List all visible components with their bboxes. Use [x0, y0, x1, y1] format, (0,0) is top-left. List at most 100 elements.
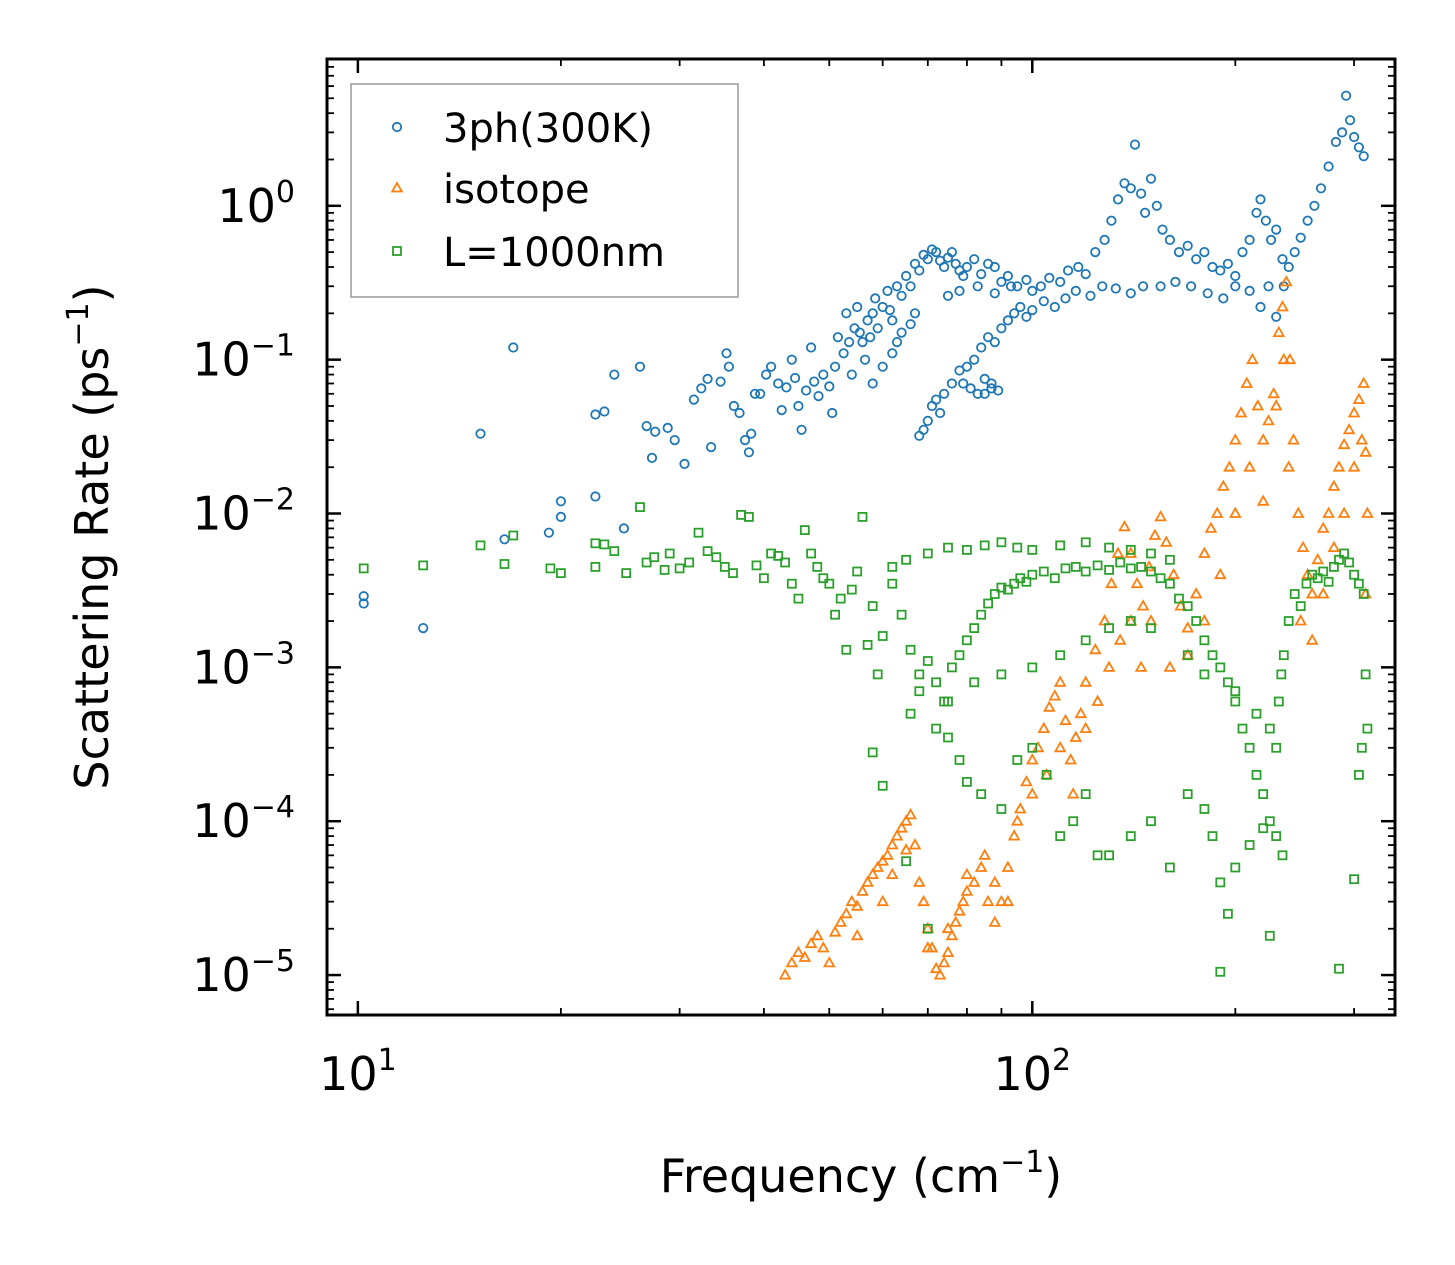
data-point	[988, 875, 1002, 887]
data-point	[621, 568, 632, 578]
data-point	[1339, 548, 1349, 559]
data-point	[358, 591, 369, 602]
data-point	[1251, 207, 1262, 218]
data-point	[650, 426, 661, 437]
data-point	[930, 247, 942, 258]
data-point	[946, 247, 958, 258]
data-point	[1079, 675, 1093, 687]
data-point	[1118, 519, 1131, 532]
data-point	[475, 428, 486, 439]
data-point	[688, 394, 700, 405]
data-point	[1198, 614, 1211, 626]
data-point	[857, 512, 868, 522]
data-point	[962, 545, 972, 555]
data-point	[965, 383, 976, 394]
data-point	[1125, 545, 1136, 555]
data-point	[1112, 194, 1124, 205]
data-point	[810, 928, 824, 941]
data-point	[1129, 139, 1141, 150]
data-point	[1146, 816, 1156, 827]
data-point	[876, 854, 890, 866]
data-point	[1148, 528, 1162, 540]
data-point	[609, 546, 620, 556]
data-point	[938, 261, 950, 273]
data-point	[1049, 301, 1060, 313]
data-point	[1111, 546, 1125, 558]
data-point	[1277, 352, 1291, 365]
data-point	[1207, 831, 1218, 841]
data-point	[1097, 281, 1108, 292]
data-point	[1064, 753, 1078, 765]
data-point	[930, 394, 942, 405]
data-point	[953, 904, 966, 916]
data-point	[1053, 675, 1067, 687]
data-point	[1349, 874, 1359, 885]
legend-label: isotope	[443, 167, 590, 213]
data-point	[1151, 200, 1162, 211]
data-point	[1276, 669, 1287, 680]
data-point	[931, 677, 941, 688]
data-point	[1271, 224, 1282, 235]
data-point	[728, 568, 738, 578]
data-point	[786, 354, 797, 365]
data-point	[545, 563, 556, 574]
data-point	[922, 415, 933, 426]
data-point	[976, 342, 987, 353]
data-point	[938, 388, 950, 399]
data-point	[979, 540, 990, 551]
data-point	[969, 254, 980, 265]
data-point	[1269, 399, 1283, 411]
data-point	[1055, 831, 1066, 841]
data-point	[1010, 814, 1024, 826]
legend-entry: 3ph(300K)	[391, 106, 653, 152]
data-point	[818, 369, 829, 380]
data-point	[1055, 650, 1066, 661]
data-point	[876, 894, 890, 907]
data-point	[1329, 562, 1339, 572]
data-point	[922, 548, 933, 559]
data-point	[1337, 437, 1351, 450]
data-point	[799, 525, 810, 535]
data-point	[1255, 194, 1266, 205]
x-tick-label: 101	[319, 1043, 397, 1101]
data-point	[1355, 433, 1369, 445]
data-point	[900, 270, 912, 282]
data-point	[885, 867, 899, 879]
data-point	[1289, 589, 1300, 599]
data-point	[1085, 290, 1096, 301]
data-point	[669, 434, 680, 446]
data-point	[358, 563, 369, 574]
data-point	[793, 400, 804, 412]
data-point	[1230, 686, 1241, 697]
data-point	[1080, 537, 1091, 548]
data-point	[816, 941, 830, 953]
data-point	[1312, 573, 1323, 584]
data-point	[937, 956, 951, 968]
data-point	[1199, 804, 1210, 814]
data-point	[1291, 506, 1305, 518]
data-point	[1223, 460, 1236, 472]
data-point	[866, 867, 880, 879]
data-point	[1258, 789, 1269, 799]
data-point	[885, 838, 899, 850]
data-points	[358, 90, 1374, 980]
data-point	[751, 560, 762, 571]
data-point	[1007, 829, 1021, 841]
data-point	[1323, 576, 1334, 587]
data-point	[1260, 215, 1272, 226]
data-point	[1012, 542, 1023, 553]
data-point	[1060, 563, 1071, 574]
data-point	[599, 406, 610, 417]
data-point	[1157, 224, 1168, 235]
data-point	[1349, 569, 1359, 580]
legend-entries: 3ph(300K) isotope L=1000nm	[390, 106, 665, 276]
data-point	[1199, 635, 1210, 646]
data-point	[1228, 433, 1242, 445]
data-point	[843, 336, 855, 348]
data-point	[972, 388, 983, 399]
data-point	[664, 548, 675, 559]
data-point	[1347, 460, 1361, 472]
data-point	[835, 593, 846, 604]
data-point	[1059, 713, 1072, 726]
